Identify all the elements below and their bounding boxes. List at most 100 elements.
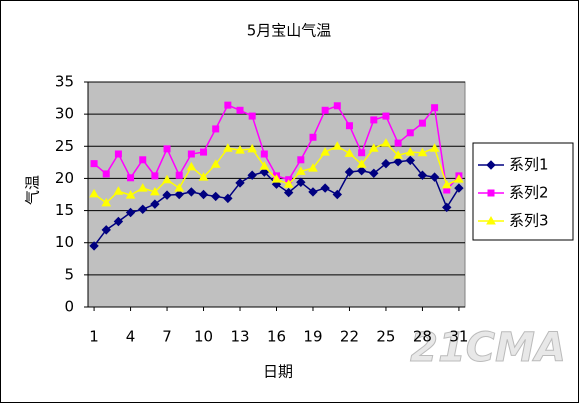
marker <box>417 147 428 157</box>
marker <box>150 186 160 196</box>
marker <box>320 147 331 156</box>
legend-label: 系列1 <box>509 156 549 174</box>
marker <box>431 104 439 112</box>
marker <box>394 139 402 147</box>
legend-label: 系列2 <box>509 184 549 202</box>
y-tick-label: 10 <box>55 233 74 251</box>
marker <box>393 150 403 159</box>
marker <box>333 102 341 110</box>
marker <box>308 163 318 172</box>
marker <box>356 166 367 176</box>
marker <box>174 189 184 200</box>
y-tick-label: 5 <box>64 265 74 283</box>
marker <box>441 179 452 189</box>
marker <box>486 160 496 170</box>
marker <box>283 187 294 198</box>
marker <box>454 174 464 183</box>
x-tick-label: 4 <box>126 328 136 346</box>
marker <box>283 179 294 188</box>
marker <box>89 188 99 198</box>
legend-label: 系列3 <box>509 212 549 230</box>
marker <box>417 170 428 180</box>
marker <box>90 160 98 168</box>
marker <box>210 191 221 202</box>
marker <box>114 150 122 158</box>
marker <box>113 216 124 227</box>
marker <box>235 145 245 154</box>
x-tick-label: 31 <box>449 328 468 346</box>
marker <box>175 171 183 179</box>
marker <box>125 190 136 199</box>
marker <box>138 204 148 214</box>
marker <box>296 177 306 187</box>
marker <box>200 148 208 156</box>
marker <box>271 179 282 189</box>
marker <box>102 170 110 178</box>
y-tick-label: 25 <box>55 137 74 155</box>
marker <box>308 187 318 197</box>
marker <box>137 183 148 192</box>
marker <box>429 172 440 182</box>
marker <box>235 178 245 188</box>
marker <box>381 138 391 147</box>
marker <box>405 155 415 166</box>
marker <box>487 189 495 197</box>
x-tick-label: 10 <box>194 328 213 346</box>
marker <box>139 156 147 164</box>
marker <box>224 101 232 109</box>
marker <box>223 193 233 204</box>
x-tick-label: 7 <box>162 328 172 346</box>
x-tick-label: 22 <box>340 328 359 346</box>
marker <box>259 161 270 170</box>
marker <box>174 183 185 192</box>
x-tick-label: 19 <box>303 328 322 346</box>
marker <box>370 116 378 124</box>
marker <box>162 174 172 184</box>
marker <box>212 125 220 133</box>
marker <box>320 183 330 193</box>
y-axis-label: 气温 <box>24 175 42 205</box>
marker <box>198 172 209 181</box>
marker <box>187 150 195 158</box>
marker <box>247 170 257 180</box>
y-tick-label: 35 <box>55 73 74 91</box>
marker <box>368 143 379 152</box>
marker <box>198 189 209 200</box>
marker <box>247 143 258 153</box>
marker <box>113 186 124 195</box>
marker <box>332 189 343 200</box>
x-tick-label: 13 <box>230 328 249 346</box>
marker <box>222 143 233 152</box>
marker <box>271 174 282 183</box>
marker <box>358 149 366 157</box>
marker <box>236 106 244 114</box>
marker <box>332 141 343 150</box>
marker <box>127 174 135 182</box>
marker <box>259 167 270 177</box>
marker <box>163 145 171 153</box>
marker <box>151 172 159 180</box>
marker <box>210 159 221 168</box>
marker <box>89 241 99 251</box>
marker <box>442 202 452 213</box>
marker <box>150 199 160 209</box>
x-tick-label: 25 <box>376 328 395 346</box>
marker <box>429 143 440 152</box>
marker <box>260 150 268 158</box>
y-tick-label: 0 <box>64 298 74 316</box>
marker <box>382 112 390 120</box>
marker <box>406 129 414 137</box>
marker <box>309 133 317 141</box>
marker <box>345 122 353 130</box>
marker <box>321 106 329 114</box>
x-tick-label: 28 <box>413 328 432 346</box>
marker <box>369 168 379 178</box>
y-tick-label: 20 <box>55 169 74 187</box>
marker <box>381 158 391 169</box>
marker <box>454 183 464 193</box>
marker <box>297 156 305 164</box>
marker <box>405 147 416 156</box>
marker <box>486 215 496 225</box>
x-tick-label: 16 <box>267 328 286 346</box>
y-tick-label: 30 <box>55 105 74 123</box>
